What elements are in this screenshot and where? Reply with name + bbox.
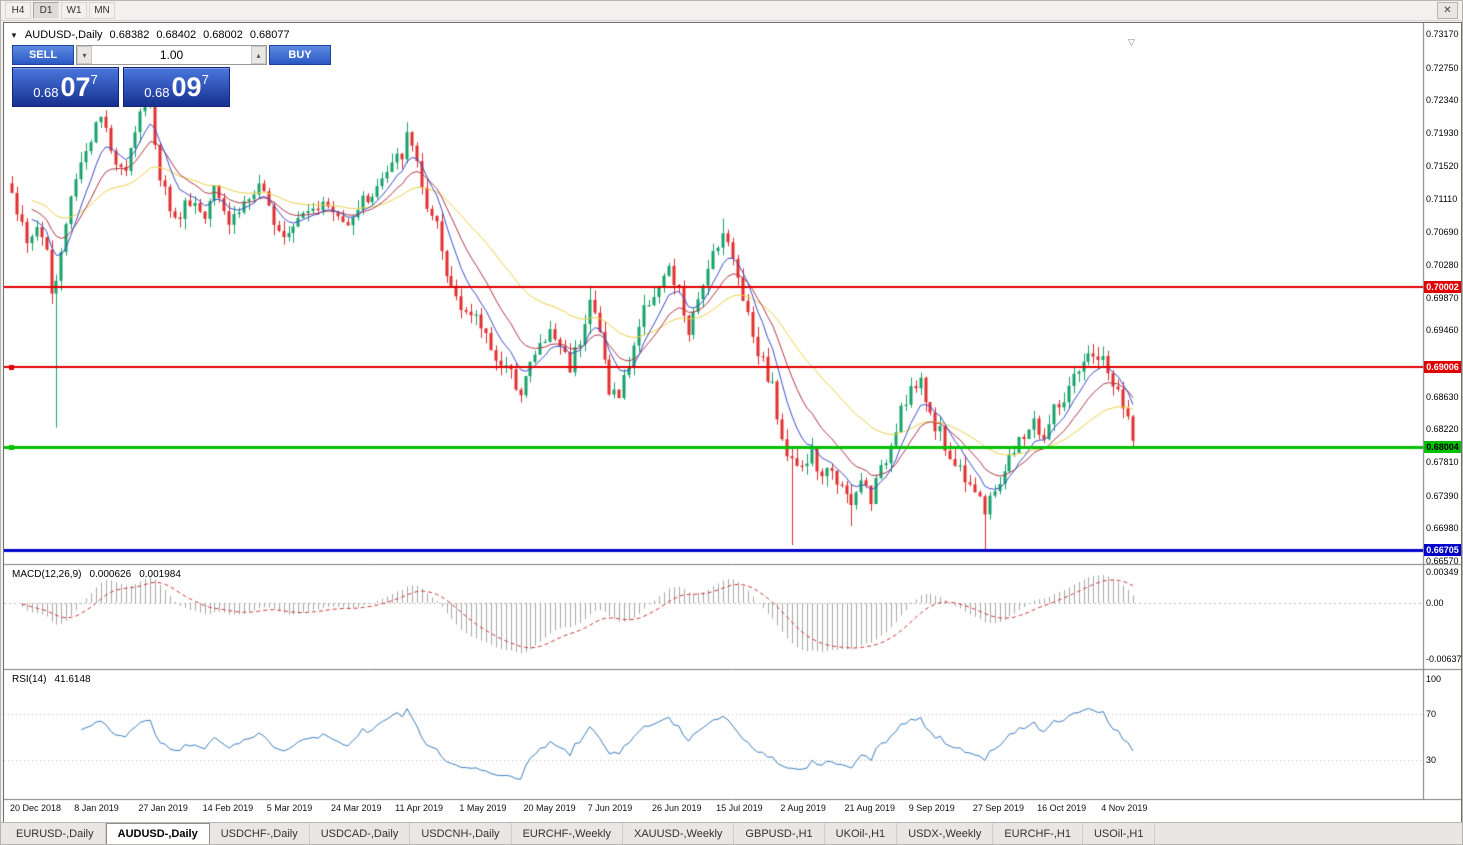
- volume-decrease-button[interactable]: ▾: [77, 46, 92, 64]
- timeframe-button-mn[interactable]: MN: [89, 2, 115, 19]
- chart-tab-eurchf-weekly[interactable]: EURCHF-,Weekly: [512, 823, 623, 844]
- chart-title: ▼ AUDUSD-,Daily 0.68382 0.68402 0.68002 …: [10, 29, 290, 41]
- buy-price-pips: 09: [171, 72, 202, 102]
- chart-symbol-label: AUDUSD-,Daily: [24, 29, 103, 41]
- ohlc-low: 0.68002: [203, 29, 243, 41]
- chart-tabs: EURUSD-,Daily AUDUSD-,Daily USDCHF-,Daily U…: [1, 822, 1462, 844]
- chart-tab-eurchf-h1[interactable]: EURCHF-,H1: [993, 823, 1083, 844]
- ohlc-high: 0.68402: [156, 29, 197, 41]
- timeframe-button-w1[interactable]: W1: [61, 2, 87, 19]
- chart-tab-usdcnh-daily[interactable]: USDCNH-,Daily: [410, 823, 512, 844]
- macd-indicator-label: MACD(12,26,9) 0.000626 0.001984: [12, 569, 181, 580]
- macd-main-value: 0.000626: [89, 569, 132, 580]
- chart-tab-usdchf-daily[interactable]: USDCHF-,Daily: [210, 823, 310, 844]
- sell-price-pips: 07: [60, 72, 91, 102]
- timeframe-button-h4[interactable]: H4: [5, 2, 31, 19]
- chevron-up-icon: ▴: [256, 50, 261, 60]
- chart-tab-ukoil-h1[interactable]: UKOil-,H1: [825, 823, 898, 844]
- macd-name: MACD(12,26,9): [12, 569, 82, 580]
- buy-price-prefix: 0.68: [144, 85, 170, 100]
- chart-tab-audusd-daily[interactable]: AUDUSD-,Daily: [105, 823, 210, 844]
- sell-button[interactable]: SELL: [12, 45, 74, 65]
- close-icon: ✕: [1443, 5, 1452, 16]
- volume-stepper: ▾ ▴: [76, 45, 267, 65]
- sell-price-prefix: 0.68: [33, 85, 59, 100]
- volume-input[interactable]: [92, 46, 251, 64]
- rsi-indicator-label: RSI(14) 41.6148: [12, 674, 91, 685]
- chart-tab-gbpusd-h1[interactable]: GBPUSD-,H1: [734, 823, 825, 844]
- price-chart-canvas[interactable]: [4, 23, 1461, 822]
- one-click-trading-panel: SELL ▾ ▴ BUY 0.68 07 7: [12, 45, 331, 107]
- macd-signal-value: 0.001984: [139, 569, 181, 580]
- buy-price-point: 7: [201, 72, 209, 87]
- rsi-name: RSI(14): [12, 674, 47, 685]
- window-close-button[interactable]: ✕: [1437, 2, 1458, 19]
- one-click-toggle-icon[interactable]: ▼: [10, 30, 18, 40]
- chart-tab-usdx-weekly[interactable]: USDX-,Weekly: [897, 823, 994, 844]
- buy-price-display[interactable]: 0.68 09 7: [123, 67, 230, 107]
- chart-tab-eurusd-daily[interactable]: EURUSD-,Daily: [5, 823, 106, 844]
- sell-price-display[interactable]: 0.68 07 7: [12, 67, 119, 107]
- chart-window: ▼ AUDUSD-,Daily 0.68382 0.68402 0.68002 …: [3, 22, 1462, 823]
- chevron-down-icon: ▾: [82, 50, 87, 60]
- ohlc-open: 0.68382: [109, 29, 150, 41]
- buy-button[interactable]: BUY: [269, 45, 331, 65]
- timeframe-buttons: H4 D1 W1 MN: [5, 2, 115, 19]
- volume-increase-button[interactable]: ▴: [251, 46, 266, 64]
- timeframe-toolbar: H4 D1 W1 MN ✕: [1, 1, 1462, 21]
- chart-tab-usoil-h1[interactable]: USOil-,H1: [1083, 823, 1156, 844]
- timeframe-button-d1[interactable]: D1: [33, 2, 59, 19]
- rsi-value: 41.6148: [54, 674, 91, 685]
- sell-price-point: 7: [90, 72, 98, 87]
- chart-tab-xauusd-weekly[interactable]: XAUUSD-,Weekly: [623, 823, 735, 844]
- chart-shift-icon: ▽: [1128, 37, 1135, 47]
- chart-tab-usdcad-daily[interactable]: USDCAD-,Daily: [310, 823, 411, 844]
- ohlc-close: 0.68077: [249, 29, 290, 41]
